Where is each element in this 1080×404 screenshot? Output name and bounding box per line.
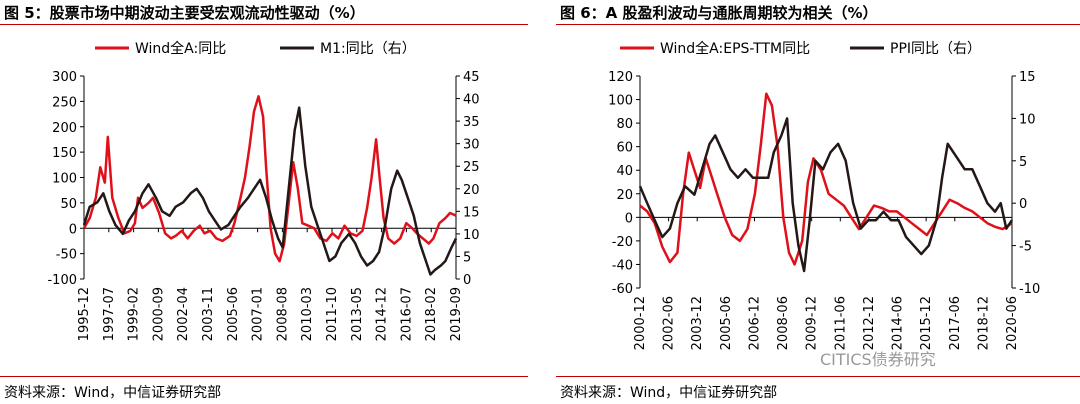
source-note: 资料来源：Wind，中信证券研究部 — [4, 385, 222, 401]
left-tick-label: 120 — [608, 70, 633, 85]
chart-1-svg: 300250200150100500-50-100454035302520151… — [47, 40, 480, 341]
left-tick-label: 100 — [608, 94, 633, 109]
left-tick-label: 250 — [52, 95, 77, 110]
series-line-1 — [639, 92, 1013, 266]
right-tick-label: 5 — [1019, 155, 1027, 170]
x-tick-label: 2007-01 — [251, 287, 266, 341]
x-tick-label: 2017-06 — [948, 296, 963, 350]
title-rule — [0, 24, 528, 25]
right-tick-label: 45 — [463, 70, 480, 85]
right-tick-label: -5 — [1019, 240, 1032, 255]
left-tick-label: -40 — [612, 258, 633, 273]
chart-title: 图 6：A 股盈利波动与通胀周期较为相关（%） — [560, 4, 878, 22]
series-line-1 — [82, 95, 457, 263]
right-tick-label: 5 — [463, 250, 471, 265]
x-tick-label: 2005-06 — [719, 296, 734, 350]
title-rule — [556, 24, 1080, 25]
left-tick-label: 40 — [616, 164, 633, 179]
x-tick-label: 2008-08 — [275, 287, 290, 341]
source-note: 资料来源：Wind，中信证券研究部 — [560, 385, 778, 401]
x-tick-label: 2002-06 — [662, 296, 677, 350]
right-tick-label: 15 — [1019, 70, 1036, 85]
x-tick-label: 2009-12 — [805, 296, 820, 350]
x-tick-label: 2018-02 — [424, 287, 439, 341]
right-tick-label: 35 — [463, 115, 480, 130]
x-tick-label: 2006-12 — [747, 296, 762, 350]
x-tick-label: 2008-06 — [776, 296, 791, 350]
x-tick-label: 2000-12 — [633, 296, 648, 350]
source-rule — [0, 376, 528, 377]
right-tick-label: 10 — [463, 228, 480, 243]
x-tick-label: 2003-12 — [690, 296, 705, 350]
x-tick-label: 2005-06 — [226, 287, 241, 341]
x-tick-label: 2000-09 — [151, 287, 166, 341]
x-tick-label: 2002-04 — [176, 287, 191, 341]
source-rule — [556, 376, 1080, 377]
left-tick-label: 200 — [52, 121, 77, 136]
right-tick-label: -10 — [1019, 282, 1040, 297]
x-tick-label: 2018-12 — [976, 296, 991, 350]
series-line-2 — [82, 106, 458, 276]
left-tick-label: 300 — [52, 70, 77, 85]
left-tick-label: 0 — [69, 222, 77, 237]
x-tick-label: 2016-07 — [399, 287, 414, 341]
x-tick-label: 1995-12 — [77, 287, 92, 341]
legend-label: Wind全A:EPS-TTM同比 — [660, 40, 810, 57]
left-tick-label: 60 — [616, 141, 633, 156]
left-tick-label: 0 — [625, 211, 633, 226]
x-tick-label: 2011-06 — [833, 296, 848, 350]
x-tick-label: 2013-05 — [350, 287, 365, 341]
x-tick-label: 2019-09 — [449, 287, 464, 341]
right-tick-label: 15 — [463, 205, 480, 220]
x-tick-label: 2020-06 — [1005, 296, 1020, 350]
chart-panel-1: 图 5：股票市场中期波动主要受宏观流动性驱动（%） 300 250 200 150 10… — [0, 0, 528, 404]
legend-label: PPI同比（右） — [890, 41, 981, 57]
left-tick-label: 80 — [616, 117, 633, 132]
left-tick-label: -100 — [47, 273, 77, 288]
left-tick-label: -50 — [56, 248, 77, 263]
x-tick-label: 2012-12 — [862, 296, 877, 350]
x-tick-label: 1999-02 — [127, 287, 142, 341]
legend-label: Wind全A:同比 — [135, 40, 226, 57]
right-tick-label: 10 — [1019, 112, 1036, 127]
chart-title: 图 5：股票市场中期波动主要受宏观流动性驱动（%） — [4, 4, 365, 22]
left-tick-label: -60 — [612, 282, 633, 297]
right-tick-label: 0 — [1019, 197, 1027, 212]
left-tick-label: -20 — [612, 235, 633, 250]
x-tick-label: 2010-03 — [300, 287, 315, 341]
watermark: CITICS债券研究 — [820, 350, 936, 369]
right-tick-label: 30 — [463, 138, 480, 153]
right-tick-label: 40 — [463, 93, 480, 108]
x-tick-label: 2015-12 — [919, 296, 934, 350]
left-tick-label: 20 — [616, 188, 633, 203]
x-tick-label: 2003-11 — [201, 287, 216, 341]
legend-label: M1:同比（右） — [320, 41, 416, 57]
left-tick-label: 100 — [52, 172, 77, 187]
right-tick-label: 20 — [463, 183, 480, 198]
x-tick-label: 2014-12 — [375, 287, 390, 341]
right-tick-label: 0 — [463, 273, 471, 288]
left-tick-label: 150 — [52, 146, 77, 161]
right-tick-label: 25 — [463, 160, 480, 175]
x-tick-label: 2011-10 — [325, 287, 340, 341]
x-tick-label: 1997-07 — [102, 287, 117, 341]
series-line-2 — [638, 117, 1014, 273]
chart-panel-2: 图 6：A 股盈利波动与通胀周期较为相关（%） 120 100 80 60 40 20 0-… — [556, 0, 1080, 404]
left-tick-label: 50 — [60, 197, 77, 212]
x-tick-label: 2014-06 — [891, 296, 906, 350]
chart-2-svg: 120 100 80 60 40 20 0 -20 -40 -60 15 10 5 0 -5 -10 2000-… — [608, 40, 1040, 350]
